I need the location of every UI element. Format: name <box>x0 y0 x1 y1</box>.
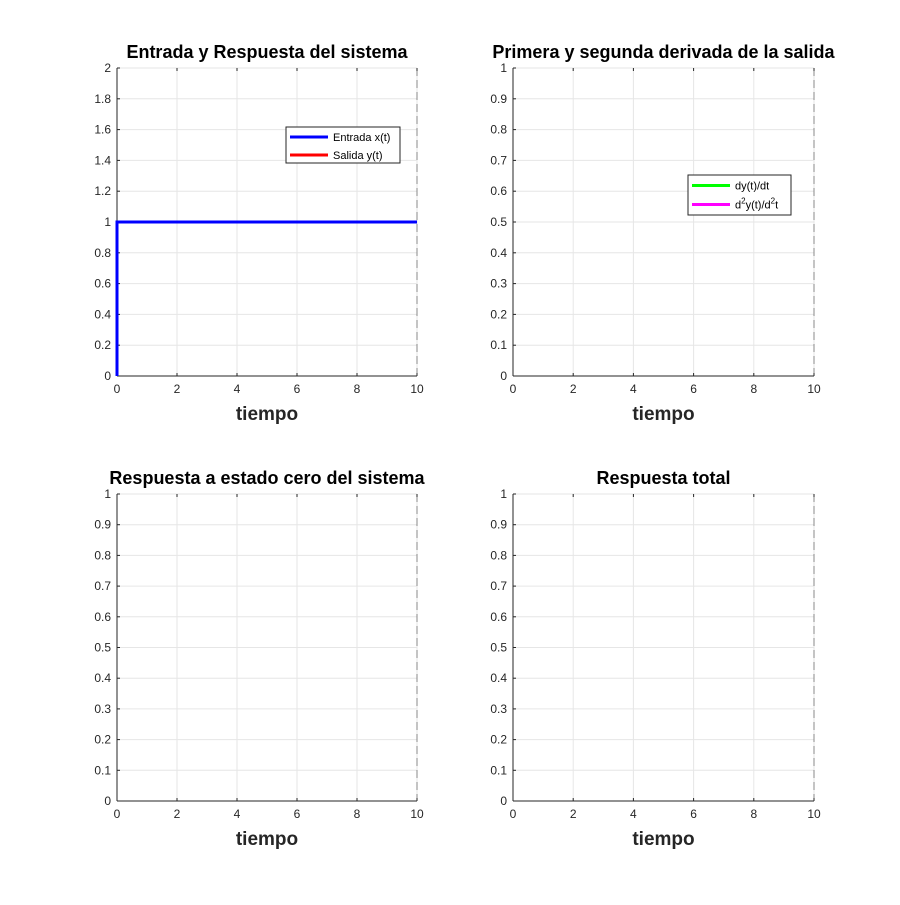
y-tick-label: 1 <box>500 61 507 75</box>
x-tick-label: 4 <box>234 382 241 396</box>
y-tick-label: 0 <box>104 794 111 808</box>
y-tick-label: 0.7 <box>490 153 507 167</box>
x-tick-label: 4 <box>234 807 241 821</box>
x-tick-label: 8 <box>750 807 757 821</box>
chart-title: Primera y segunda derivada de la salida <box>492 42 835 62</box>
x-axis-label: tiempo <box>632 829 694 850</box>
subplot-4: 0 2 4 6 8 10 0 0.1 0.2 0.3 0.4 0.5 0.6 0.7 0.8 0.9 1 Resp… <box>490 468 821 850</box>
y-tick-label: 0.9 <box>490 92 507 106</box>
x-tick-label: 8 <box>354 807 361 821</box>
y-tick-label: 0.5 <box>94 641 111 655</box>
y-tick-label: 1 <box>500 487 507 501</box>
x-tick-label: 6 <box>690 807 697 821</box>
y-tick-label: 1 <box>104 215 111 229</box>
y-tick-label: 0.8 <box>94 246 111 260</box>
x-tick-label: 10 <box>410 382 424 396</box>
y-tick-label: 0.8 <box>490 123 507 137</box>
y-tick-label: 0.8 <box>94 548 111 562</box>
x-tick-label: 2 <box>570 807 577 821</box>
y-tick-label: 0.7 <box>94 579 111 593</box>
x-tick-label: 6 <box>690 382 697 396</box>
x-axis-label: tiempo <box>236 829 298 850</box>
x-tick-label: 0 <box>114 807 121 821</box>
y-tick-label: 0.4 <box>490 246 507 260</box>
y-tick-label: 0.8 <box>490 548 507 562</box>
x-tick-label: 10 <box>410 807 424 821</box>
x-tick-label: 0 <box>114 382 121 396</box>
y-tick-label: 0.2 <box>94 733 111 747</box>
y-tick-label: 2 <box>104 61 111 75</box>
y-tick-label: 0.9 <box>94 518 111 532</box>
y-tick-label: 0.2 <box>94 338 111 352</box>
legend-entry: Salida y(t) <box>333 150 383 162</box>
x-tick-label: 0 <box>510 807 517 821</box>
legend-entry: d2y(t)/d2t <box>735 197 778 212</box>
y-tick-label: 0.3 <box>490 702 507 716</box>
legend-box <box>285 126 401 164</box>
grid-lines <box>116 67 418 377</box>
chart-title: Respuesta a estado cero del sistema <box>109 468 425 488</box>
x-axis-label: tiempo <box>632 404 694 425</box>
x-tick-label: 2 <box>174 807 181 821</box>
y-tick-label: 0.1 <box>490 338 507 352</box>
x-tick-label: 2 <box>570 382 577 396</box>
chart-title: Respuesta total <box>596 468 730 488</box>
y-tick-label: 1.4 <box>94 153 111 167</box>
legend: dy(t)/dt d2y(t)/d2t <box>687 174 792 216</box>
y-tick-label: 0.4 <box>94 307 111 321</box>
subplot-2: 0 2 4 6 8 10 0 0.1 0.2 0.3 0.4 0.5 0.6 0.7 0.8 0.9 1Prim… <box>490 42 835 425</box>
subplot-1: 0 2 4 6 8 10 0 0.2 0.4 0.6 0.8 1 1.2 1.4 1.6 1.8 2 Entrad… <box>94 42 424 425</box>
x-tick-label: 4 <box>630 807 637 821</box>
legend-box <box>687 174 792 216</box>
x-tick-label: 10 <box>807 807 821 821</box>
y-tick-label: 0.1 <box>490 763 507 777</box>
x-tick-label: 10 <box>807 382 821 396</box>
legend: Entrada x(t) Salida y(t) <box>285 126 401 164</box>
y-tick-label: 0.3 <box>490 277 507 291</box>
y-tick-label: 0.7 <box>490 579 507 593</box>
y-tick-label: 0.3 <box>94 702 111 716</box>
y-tick-label: 0.5 <box>490 641 507 655</box>
y-tick-label: 1.2 <box>94 184 111 198</box>
y-tick-label: 0.6 <box>94 277 111 291</box>
y-tick-label: 0.4 <box>490 671 507 685</box>
y-tick-label: 0 <box>500 794 507 808</box>
y-tick-label: 0 <box>500 369 507 383</box>
y-tick-label: 1.6 <box>94 123 111 137</box>
y-tick-label: 0.2 <box>490 307 507 321</box>
legend-entry: dy(t)/dt <box>735 181 769 193</box>
legend-entry: Entrada x(t) <box>333 132 390 144</box>
x-tick-label: 8 <box>354 382 361 396</box>
x-tick-label: 6 <box>294 807 301 821</box>
y-tick-label: 1 <box>104 487 111 501</box>
x-tick-label: 2 <box>174 382 181 396</box>
subplot-3: 0 2 4 6 8 10 0 0.1 0.2 0.3 0.4 0.5 0.6 0.7 0.8 0.9 1Resp… <box>94 468 425 850</box>
y-tick-label: 1.8 <box>94 92 111 106</box>
y-tick-label: 0.4 <box>94 671 111 685</box>
y-tick-label: 0.9 <box>490 518 507 532</box>
y-tick-label: 0.6 <box>490 184 507 198</box>
x-tick-label: 4 <box>630 382 637 396</box>
y-tick-label: 0 <box>104 369 111 383</box>
series-line-1 <box>115 220 417 376</box>
y-tick-label: 0.6 <box>490 610 507 624</box>
y-tick-label: 0.1 <box>94 763 111 777</box>
x-tick-label: 6 <box>294 382 301 396</box>
x-tick-label: 8 <box>750 382 757 396</box>
y-tick-label: 0.2 <box>490 733 507 747</box>
x-axis-label: tiempo <box>236 404 298 425</box>
y-tick-label: 0.5 <box>490 215 507 229</box>
y-tick-label: 0.6 <box>94 610 111 624</box>
chart-title: Entrada y Respuesta del sistema <box>126 42 408 62</box>
x-tick-label: 0 <box>510 382 517 396</box>
